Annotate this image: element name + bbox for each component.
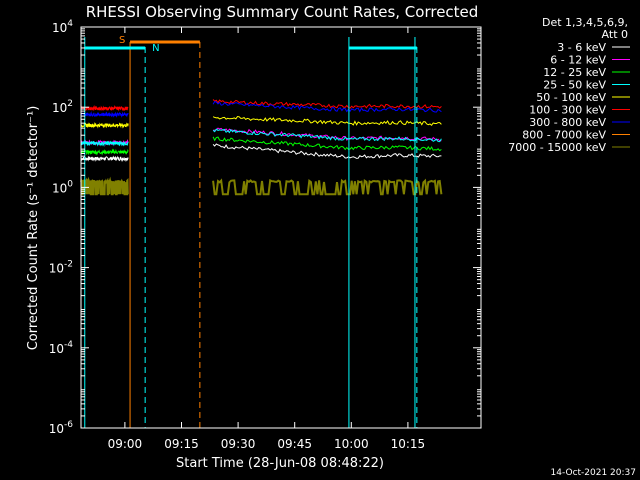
plot-area: SN	[80, 35, 443, 428]
legend-label-2: 12 - 25 keV	[543, 66, 606, 79]
series-line-5-seg2	[212, 99, 442, 109]
timestamp: 14-Oct-2021 20:37	[551, 468, 636, 478]
x-tick-label-1: 09:15	[164, 437, 199, 451]
series-line-8-seg1	[80, 176, 129, 196]
legend-label-8: 7000 - 15000 keV	[508, 141, 606, 154]
series-line-4-seg2	[212, 115, 442, 127]
legend-label-5: 100 - 300 keV	[529, 104, 606, 117]
legend-label-4: 50 - 100 keV	[536, 91, 606, 104]
saa-label: S	[119, 35, 125, 46]
x-tick-label-5: 10:15	[391, 437, 426, 451]
series-line-0-seg1	[80, 155, 129, 163]
y-tick-label-1: 102	[52, 99, 73, 115]
y-axis: 104 102 100 10-2 10-4 10-6	[49, 19, 481, 436]
series-line-6-seg1	[80, 110, 129, 118]
chart-title: RHESSI Observing Summary Count Rates, Co…	[86, 3, 479, 21]
legend-label-1: 6 - 12 keV	[550, 54, 606, 67]
night-label: N	[152, 43, 159, 54]
legend-header-2: Att 0	[602, 28, 628, 41]
legend-header-1: Det 1,3,4,5,6,9,	[542, 16, 628, 29]
y-tick-label-4: 10-4	[49, 340, 74, 356]
series-line-2-seg1	[80, 148, 129, 156]
legend-label-7: 800 - 7000 keV	[522, 129, 606, 142]
series-line-0-seg2	[212, 143, 442, 159]
y-tick-label-2: 100	[52, 179, 73, 195]
legend-label-3: 25 - 50 keV	[543, 79, 606, 92]
series-line-5-seg1	[80, 104, 129, 112]
series-line-3-seg2	[212, 128, 442, 143]
series-line-8-seg2	[212, 178, 443, 196]
x-axis: 09:00 09:15 09:30 09:45 10:00 10:15	[108, 27, 426, 451]
y-tick-label-3: 10-2	[49, 260, 73, 276]
series-line-2-seg2	[212, 136, 442, 152]
x-tick-label-4: 10:00	[334, 437, 369, 451]
y-tick-label-0: 104	[52, 19, 73, 35]
y-axis-label: Corrected Count Rate (s⁻¹ detector⁻¹)	[26, 106, 41, 351]
x-tick-label-0: 09:00	[108, 437, 143, 451]
series-line-6-seg2	[212, 100, 442, 113]
x-tick-label-2: 09:30	[221, 437, 256, 451]
x-axis-label: Start Time (28-Jun-08 08:48:22)	[176, 456, 384, 471]
x-tick-label-3: 09:45	[277, 437, 312, 451]
legend-label-0: 3 - 6 keV	[557, 41, 606, 54]
series-line-3-seg1	[80, 140, 129, 148]
plot-frame	[80, 26, 482, 429]
y-tick-label-5: 10-6	[49, 420, 74, 436]
series-line-1-seg2	[213, 127, 442, 142]
legend-label-6: 300 - 800 keV	[529, 116, 606, 129]
series-line-4-seg1	[80, 121, 129, 129]
